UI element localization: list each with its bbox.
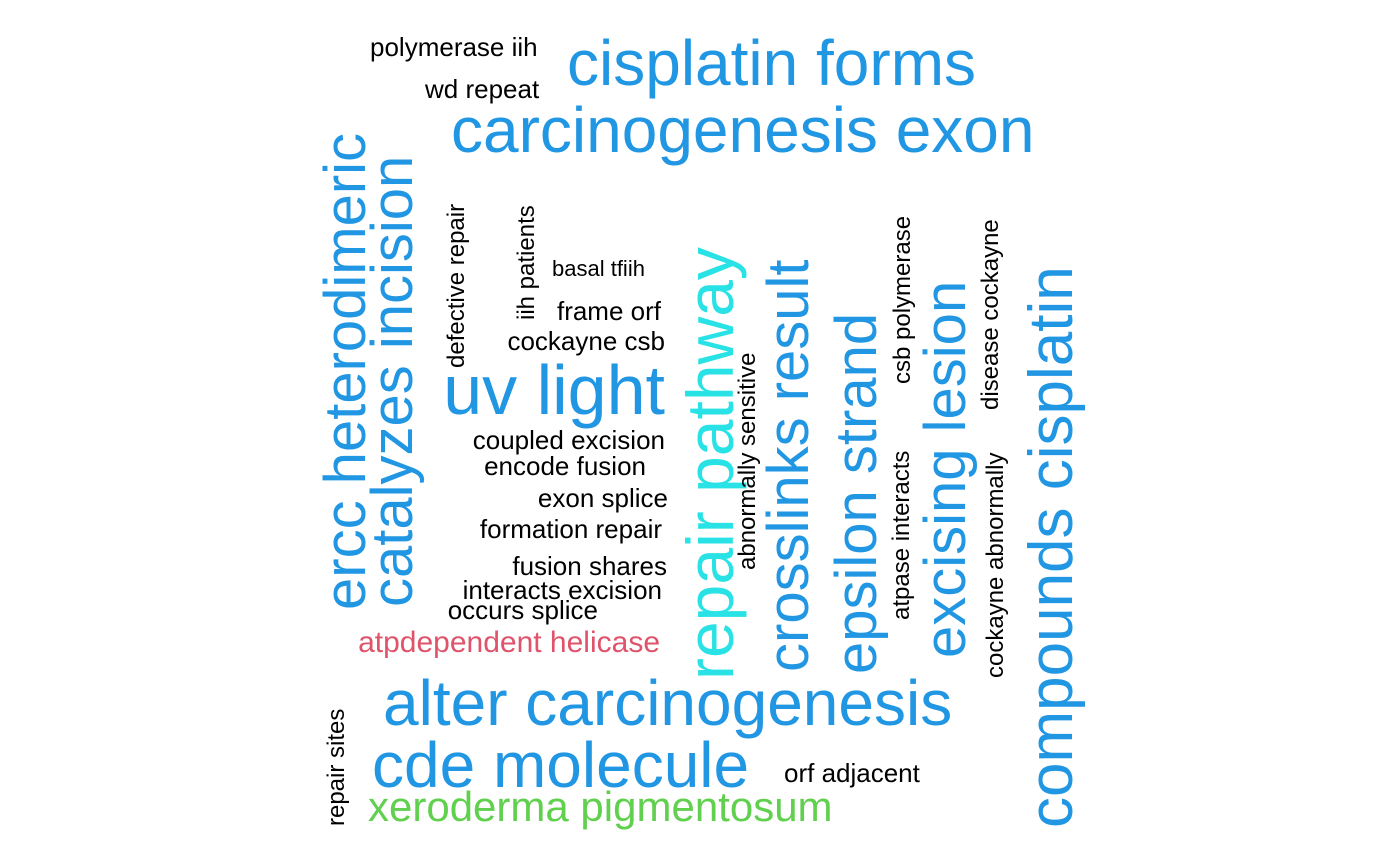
- word-cockayne-csb: cockayne csb: [507, 326, 665, 356]
- word-csb-polymerase: csb polymerase: [889, 216, 916, 384]
- word-compounds-cisplatin: compounds cisplatin: [1017, 266, 1086, 828]
- word-disease-cockayne: disease cockayne: [977, 219, 1004, 410]
- word-cockayne-abnormally: cockayne abnormally: [982, 453, 1009, 678]
- word-occurs-splice: occurs splice: [448, 595, 598, 625]
- word-carcinogenesis-exon: carcinogenesis exon: [451, 94, 1034, 166]
- word-abnormally-sensitive: abnormally sensitive: [734, 353, 761, 570]
- word-epsilon-strand: epsilon strand: [824, 313, 889, 674]
- word-coupled-excision: coupled excision: [473, 425, 665, 455]
- word-polymerase-iih: polymerase iih: [370, 32, 538, 62]
- word-formation-repair: formation repair: [480, 514, 662, 544]
- word-iih-patients: iih patients: [513, 205, 540, 320]
- word-xeroderma-pigmentosum: xeroderma pigmentosum: [368, 783, 833, 830]
- word-repair-sites: repair sites: [323, 709, 350, 826]
- word-defective-repair: defective repair: [443, 204, 470, 368]
- word-cde-molecule: cde molecule: [372, 729, 749, 801]
- word-frame-orf: frame orf: [557, 296, 662, 326]
- word-atpase-interacts: atpase interacts: [888, 451, 915, 620]
- word-orf-adjacent: orf adjacent: [784, 758, 921, 788]
- word-crosslinks-result: crosslinks result: [756, 259, 821, 672]
- word-basal-tfiih: basal tfiih: [552, 256, 645, 281]
- word-atpdependent-helicase: atpdependent helicase: [358, 626, 660, 659]
- word-ercc-heterodimeric: ercc heterodimeric: [313, 133, 378, 610]
- word-excising-lesion: excising lesion: [913, 281, 978, 658]
- word-uv-light: uv light: [443, 351, 665, 429]
- word-repair-pathway: repair pathway: [673, 247, 747, 680]
- word-encode-fusion: encode fusion: [484, 451, 646, 481]
- word-interacts-excision: interacts excision: [463, 575, 662, 605]
- word-exon-splice: exon splice: [538, 483, 668, 513]
- word-wd-repeat: wd repeat: [424, 74, 540, 104]
- word-alter-carcinogenesis: alter carcinogenesis: [383, 667, 952, 739]
- word-fusion-shares: fusion shares: [512, 551, 667, 581]
- word-cisplatin-forms: cisplatin forms: [567, 27, 976, 99]
- word-catalyzes-incision: catalyzes incision: [360, 156, 425, 607]
